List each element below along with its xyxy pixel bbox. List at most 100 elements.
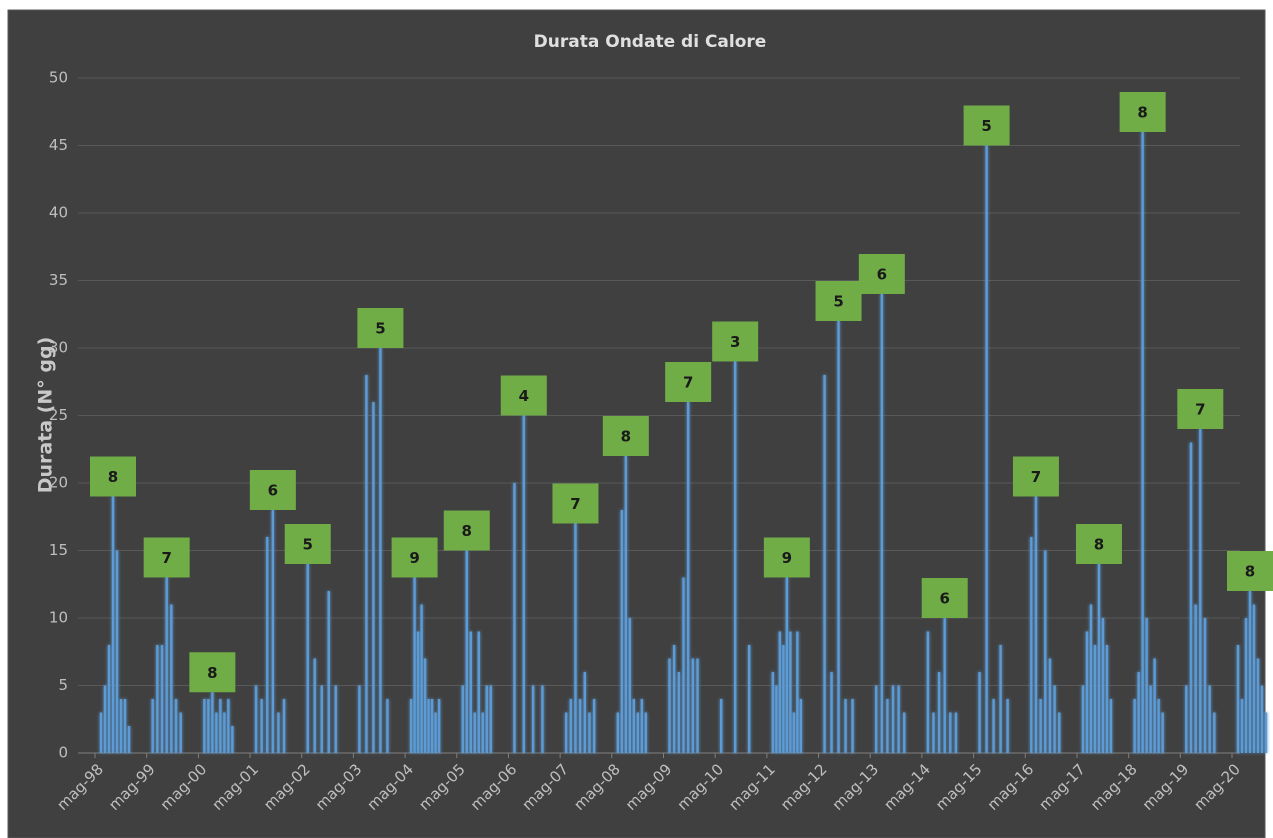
y-tick-label: 20	[49, 474, 68, 492]
bar	[282, 699, 286, 753]
bar	[111, 496, 115, 753]
bar	[1161, 712, 1164, 753]
bar	[423, 658, 427, 753]
bar	[123, 699, 127, 753]
bar	[1244, 618, 1248, 753]
bar	[409, 699, 413, 753]
chart-title: Durata Ondate di Calore	[534, 32, 767, 52]
bar	[477, 631, 480, 753]
bar	[677, 672, 681, 753]
bar	[771, 672, 775, 753]
bar	[785, 577, 789, 753]
bar	[416, 631, 420, 753]
bar	[691, 658, 695, 753]
bar	[999, 645, 1002, 753]
data-label: 6	[877, 266, 887, 284]
bar	[628, 618, 632, 753]
bar	[513, 483, 516, 753]
bar	[473, 712, 476, 753]
y-axis-title: Durata (N° gg)	[35, 337, 57, 494]
bar	[837, 321, 840, 753]
bar	[170, 604, 173, 753]
bar	[1264, 712, 1268, 753]
data-label: 8	[621, 428, 631, 446]
bar	[992, 699, 995, 753]
bar	[271, 510, 275, 753]
data-label-box	[1119, 92, 1166, 132]
bar	[413, 577, 416, 753]
bar	[469, 631, 472, 753]
data-label-box	[249, 470, 296, 510]
bar	[1248, 591, 1252, 753]
bar	[1048, 658, 1052, 753]
y-tick-label: 15	[49, 541, 68, 559]
data-label-box	[500, 375, 547, 416]
bar	[231, 726, 234, 753]
data-label: 5	[981, 117, 991, 135]
data-label: 7	[1031, 468, 1041, 486]
data-label: 8	[1137, 104, 1147, 122]
bar	[531, 685, 535, 753]
bar	[1189, 442, 1193, 753]
bar	[1141, 132, 1144, 753]
bar	[1058, 712, 1061, 753]
bar	[1097, 564, 1101, 753]
bar	[327, 591, 330, 753]
data-label: 8	[108, 468, 118, 486]
bar	[672, 645, 676, 753]
bar	[574, 523, 577, 753]
bar	[1053, 685, 1056, 753]
bar	[1093, 645, 1097, 753]
bar	[485, 685, 488, 753]
bar	[1006, 699, 1009, 753]
y-tick-label: 30	[49, 339, 68, 357]
bar	[1137, 672, 1140, 753]
bar	[903, 712, 906, 753]
bar	[592, 699, 596, 753]
bar	[886, 699, 889, 753]
data-label-box	[858, 254, 905, 294]
bar	[644, 712, 648, 753]
bar	[334, 685, 337, 753]
bar	[1039, 699, 1042, 753]
bar	[437, 699, 441, 753]
bar	[733, 361, 737, 753]
bar	[223, 712, 226, 753]
bar	[320, 685, 323, 753]
bar	[583, 672, 587, 753]
y-tick-label: 10	[49, 609, 68, 627]
bar	[174, 699, 178, 753]
data-label-box	[443, 510, 490, 551]
data-label-box	[712, 321, 759, 362]
bar	[227, 699, 230, 753]
data-label: 8	[1245, 563, 1255, 581]
bar	[891, 685, 895, 753]
bar	[99, 712, 103, 753]
bar	[266, 537, 269, 753]
bar	[260, 699, 263, 753]
data-label-box	[665, 362, 712, 402]
bar	[1199, 429, 1202, 753]
bar	[778, 631, 782, 753]
bar	[943, 618, 946, 753]
bar	[799, 699, 803, 753]
y-tick-label: 35	[49, 271, 68, 289]
bar	[926, 631, 930, 753]
bar	[115, 550, 119, 753]
bar	[880, 294, 884, 753]
data-label: 7	[683, 374, 693, 392]
bar	[564, 712, 568, 753]
bar	[1149, 685, 1152, 753]
y-tick-label: 0	[58, 744, 68, 762]
bar	[792, 712, 796, 753]
bar	[775, 685, 778, 753]
data-label: 8	[207, 664, 217, 682]
data-label-box	[815, 281, 862, 321]
bar	[1208, 685, 1211, 753]
data-label-box	[921, 578, 968, 618]
data-label-box	[552, 483, 599, 524]
bar	[127, 726, 131, 753]
bar	[620, 510, 624, 753]
bar	[207, 699, 210, 753]
bar	[719, 699, 723, 753]
